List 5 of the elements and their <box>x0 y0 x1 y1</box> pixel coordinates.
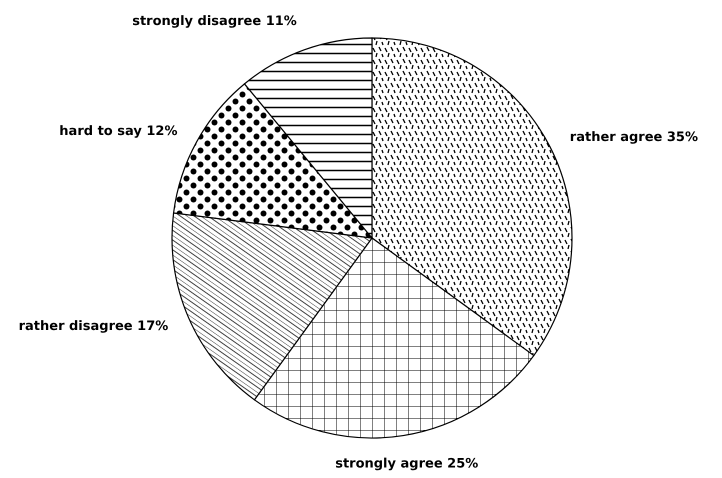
slice-label: rather agree 35% <box>570 130 698 146</box>
slice-label: strongly agree 25% <box>335 456 478 472</box>
slice-label: rather disagree 17% <box>18 319 168 334</box>
slice-label: strongly disagree 11% <box>132 14 297 30</box>
slice-label: hard to say 12% <box>59 124 178 140</box>
